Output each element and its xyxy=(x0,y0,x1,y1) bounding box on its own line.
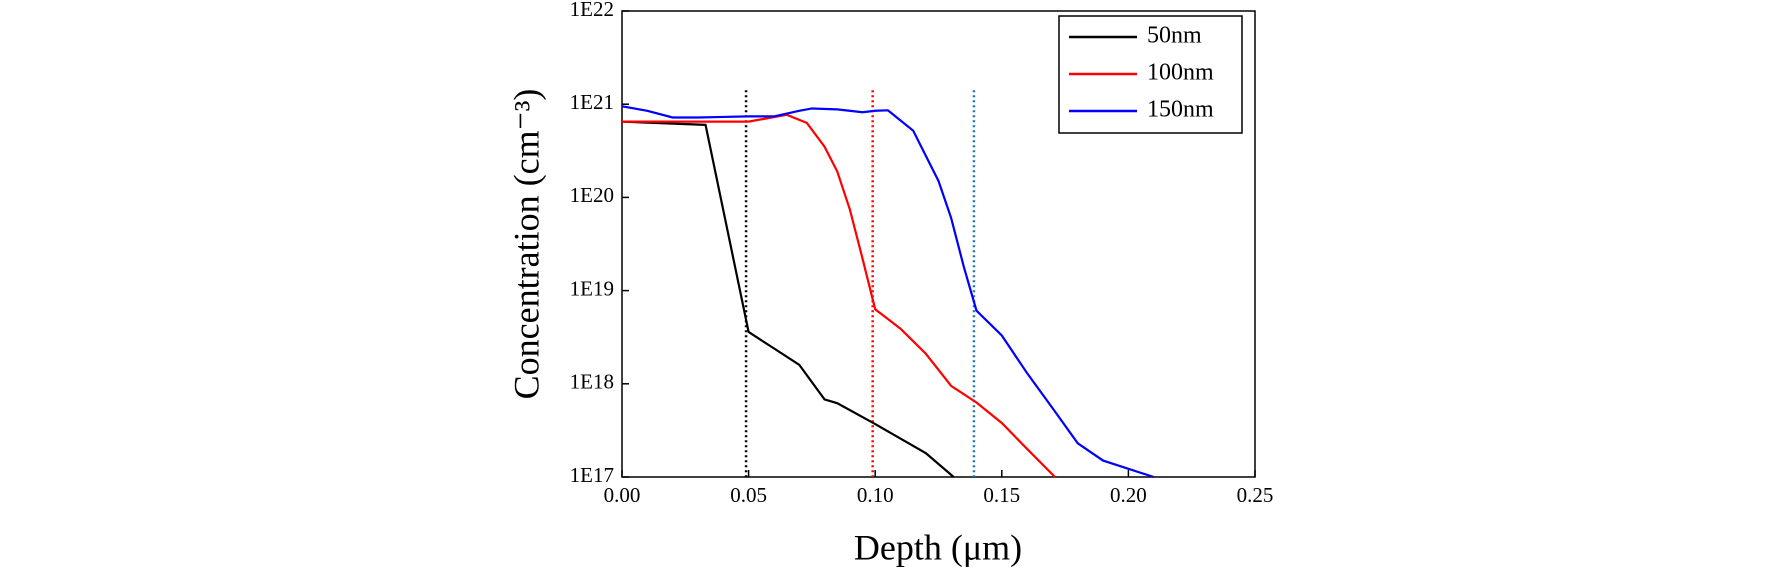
y-tick-label: 1E17 xyxy=(570,463,614,487)
data-line xyxy=(621,120,955,478)
x-tick-label: 0.20 xyxy=(1110,483,1147,507)
y-tick-label: 1E19 xyxy=(570,276,614,300)
plot-frame xyxy=(621,10,1256,478)
y-tick-label: 1E18 xyxy=(570,370,614,394)
legend-label: 150nm xyxy=(1147,97,1214,123)
y-axis-label: Concentration (cm⁻³) xyxy=(506,89,546,400)
x-tick-label: 0.00 xyxy=(604,483,641,507)
x-tick-label: 0.15 xyxy=(983,483,1020,507)
x-tick-label: 0.10 xyxy=(857,483,894,507)
y-tick-label: 1E20 xyxy=(570,183,614,207)
legend-label: 100nm xyxy=(1147,60,1214,86)
y-tick-label: 1E21 xyxy=(570,90,614,114)
x-tick-label: 0.05 xyxy=(730,483,767,507)
data-line xyxy=(622,113,1056,478)
x-tick-label: 0.25 xyxy=(1237,483,1274,507)
data-line xyxy=(621,105,1155,479)
y-tick-label: 1E22 xyxy=(570,0,614,21)
legend-label: 50nm xyxy=(1147,23,1202,49)
x-axis-label: Depth (μm) xyxy=(854,527,1022,567)
